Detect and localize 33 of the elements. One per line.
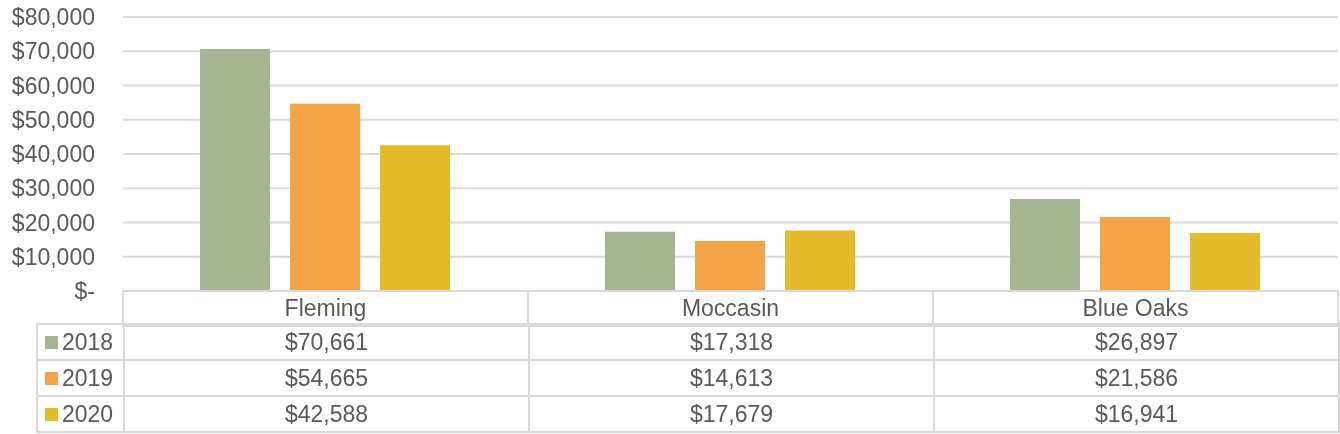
- legend-label: 2019: [62, 365, 114, 392]
- x-tick-label: Fleming: [123, 291, 528, 326]
- y-tick-label: $20,000: [11, 209, 95, 236]
- x-tick-label: Blue Oaks: [933, 291, 1338, 326]
- y-tick-label: $50,000: [11, 106, 95, 133]
- y-tick-label: $10,000: [11, 243, 95, 270]
- y-tick-label: $80,000: [11, 4, 95, 31]
- y-tick-label: $60,000: [11, 72, 95, 99]
- y-tick-label: $70,000: [11, 38, 95, 65]
- y-tick-label: $30,000: [11, 175, 95, 202]
- legend-label: 2018: [62, 329, 114, 356]
- data-label: $16,941: [934, 396, 1339, 432]
- bar: [695, 240, 765, 291]
- bar: [785, 230, 855, 291]
- data-label: $26,897: [934, 324, 1339, 360]
- bar: [290, 103, 360, 291]
- bar: [1010, 198, 1080, 291]
- bar: [380, 145, 450, 291]
- bar: [1100, 217, 1170, 291]
- y-tick-label: $40,000: [11, 141, 95, 168]
- data-label: $17,679: [529, 396, 934, 432]
- data-label: $21,586: [934, 360, 1339, 396]
- data-label: $14,613: [529, 360, 934, 396]
- legend-label: 2020: [62, 401, 114, 428]
- bar: [200, 48, 270, 291]
- y-tick-label: $-: [74, 278, 95, 305]
- data-label: $17,318: [529, 324, 934, 360]
- bar: [1190, 232, 1260, 291]
- data-label: $70,661: [124, 324, 529, 360]
- bar: [605, 231, 675, 291]
- data-label: $42,588: [124, 396, 529, 432]
- data-label: $54,665: [124, 360, 529, 396]
- x-tick-label: Moccasin: [528, 291, 933, 326]
